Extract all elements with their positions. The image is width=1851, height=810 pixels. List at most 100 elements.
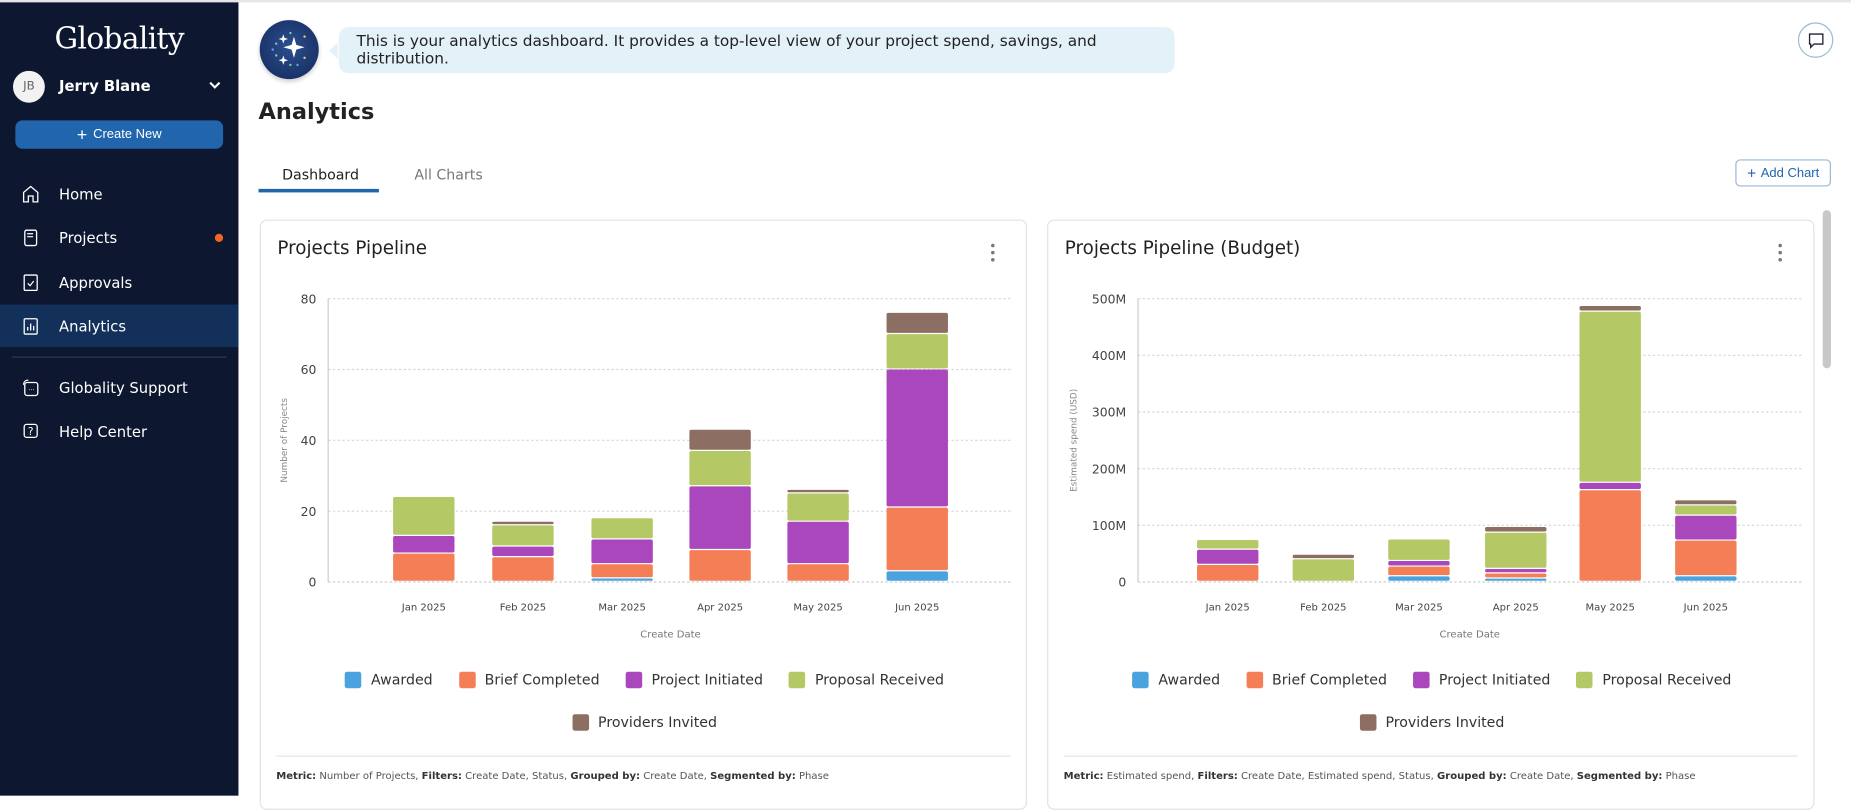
stacked-bar-chart: 0 100M 200M 300M 400M 500M Jan 2025 Feb 2025 Mar… bbox=[1070, 291, 1802, 640]
legend-item[interactable]: Project Initiated bbox=[625, 671, 763, 689]
avatar[interactable]: JB bbox=[12, 70, 45, 103]
y-tick-label: 200M bbox=[1092, 461, 1126, 476]
legend-item[interactable]: Awarded bbox=[1132, 671, 1221, 689]
bar-segment-project-initiated bbox=[1579, 482, 1641, 490]
bar-segment-providers-invited bbox=[1579, 306, 1641, 311]
legend-item[interactable]: Providers Invited bbox=[1359, 714, 1504, 731]
y-tick-label: 400M bbox=[1092, 348, 1126, 363]
chat-icon bbox=[1808, 32, 1823, 49]
footer-value: Estimated spend, bbox=[1103, 770, 1198, 783]
legend-label: Providers Invited bbox=[1385, 714, 1505, 731]
x-tick-label: Jan 2025 bbox=[1205, 602, 1250, 613]
legend: Awarded Brief Completed Project Initiated P… bbox=[1048, 671, 1815, 689]
bar-segment-providers-invited bbox=[492, 521, 554, 525]
legend-swatch bbox=[788, 671, 806, 689]
bar-segment-providers-invited bbox=[689, 429, 751, 450]
legend-label: Awarded bbox=[1158, 671, 1221, 689]
y-tick-label: 40 bbox=[301, 433, 317, 448]
x-tick-label: Jan 2025 bbox=[401, 602, 446, 613]
legend-item[interactable]: Awarded bbox=[345, 671, 433, 689]
bar-segment-awarded bbox=[1485, 578, 1547, 581]
more-options-icon[interactable] bbox=[1773, 242, 1787, 263]
bar-segment-brief-completed bbox=[1388, 566, 1450, 576]
legend-item[interactable]: Providers Invited bbox=[572, 714, 717, 731]
bar-segment-awarded bbox=[1388, 576, 1450, 581]
bar-segment-brief-completed bbox=[689, 550, 751, 581]
approvals-icon bbox=[23, 274, 38, 292]
bar-segment-awarded bbox=[1675, 576, 1737, 581]
chart-footer: Metric: Number of Projects, Filters: Cre… bbox=[276, 771, 829, 783]
bar-segment-proposal-received bbox=[1675, 505, 1737, 515]
chevron-down-icon[interactable] bbox=[208, 78, 222, 92]
sidebar-item-projects[interactable]: Projects bbox=[0, 216, 238, 258]
legend-label: Proposal Received bbox=[814, 671, 945, 689]
svg-text:?: ? bbox=[28, 425, 34, 438]
footer-key: Filters: bbox=[1197, 770, 1238, 783]
legend-item[interactable]: Proposal Received bbox=[788, 671, 945, 689]
bar-segment-providers-invited bbox=[1675, 500, 1737, 505]
legend-label: Project Initiated bbox=[1438, 671, 1551, 689]
sidebar-item-label: Approvals bbox=[59, 273, 133, 291]
bar-segment-project-initiated bbox=[787, 521, 849, 564]
legend-swatch bbox=[1576, 671, 1593, 689]
footer-value: Create Date, Status, bbox=[461, 770, 571, 783]
active-tab-indicator bbox=[258, 188, 379, 193]
y-tick-label: 0 bbox=[1118, 575, 1126, 590]
bar-segment-brief-completed bbox=[1197, 564, 1259, 581]
sidebar-item-label: Projects bbox=[59, 228, 118, 247]
legend-item[interactable]: Brief Completed bbox=[458, 671, 600, 689]
user-name[interactable]: Jerry Blane bbox=[59, 76, 151, 95]
bar-segment-proposal-received bbox=[1388, 539, 1450, 560]
bar-segment-project-initiated bbox=[393, 535, 455, 553]
notification-badge bbox=[214, 233, 224, 242]
tab-dashboard[interactable]: Dashboard bbox=[282, 166, 360, 183]
stacked-bar-chart: 0 20 40 60 80 Jan 2025 Feb 2025 Mar 2025 Apr 202… bbox=[280, 291, 1013, 640]
footer-key: Metric: bbox=[276, 770, 317, 783]
y-tick-label: 300M bbox=[1092, 405, 1126, 420]
analytics-icon bbox=[23, 318, 38, 335]
assistant-message-text: This is your analytics dashboard. It pro… bbox=[356, 32, 1097, 68]
bar-segment-providers-invited bbox=[1485, 527, 1547, 532]
bar-segment-proposal-received bbox=[886, 334, 948, 369]
bar-segment-project-initiated bbox=[689, 486, 751, 549]
sidebar-item-help-center[interactable]: ? Help Center bbox=[0, 410, 238, 452]
sidebar-item-home[interactable]: Home bbox=[0, 172, 238, 214]
legend-item[interactable]: Project Initiated bbox=[1412, 671, 1551, 689]
projects-icon bbox=[24, 229, 38, 247]
chat-button[interactable] bbox=[1797, 22, 1834, 58]
help-icon: ? bbox=[23, 423, 38, 439]
add-chart-button[interactable]: + Add Chart bbox=[1735, 159, 1831, 187]
x-tick-label: May 2025 bbox=[1586, 602, 1635, 613]
legend-item[interactable]: Brief Completed bbox=[1246, 671, 1387, 689]
footer-key: Grouped by: bbox=[570, 770, 641, 783]
sidebar-item-label: Analytics bbox=[59, 316, 127, 335]
chart-title: Projects Pipeline (Budget) bbox=[1064, 237, 1301, 259]
sidebar-item-globality-support[interactable]: Globality Support bbox=[0, 366, 238, 408]
create-new-button[interactable]: + Create New bbox=[15, 120, 224, 149]
legend-swatch bbox=[345, 671, 362, 689]
legend-swatch bbox=[572, 714, 589, 731]
sidebar: Globality JB Jerry Blane + Create New Hom… bbox=[0, 2, 239, 796]
legend-label: Proposal Received bbox=[1602, 671, 1732, 689]
bar-segment-awarded bbox=[886, 571, 948, 581]
legend-swatch bbox=[625, 671, 643, 689]
more-options-icon[interactable] bbox=[986, 242, 1000, 263]
sidebar-item-approvals[interactable]: Approvals bbox=[0, 261, 238, 303]
y-axis-label: Estimated spend (USD) bbox=[1070, 389, 1080, 492]
x-tick-label: May 2025 bbox=[793, 602, 842, 613]
bar-segment-brief-completed bbox=[1485, 573, 1547, 578]
sidebar-item-label: Globality Support bbox=[59, 378, 188, 397]
sidebar-item-analytics[interactable]: Analytics bbox=[0, 304, 239, 348]
bar-segment-brief-completed bbox=[393, 553, 455, 581]
x-tick-label: Feb 2025 bbox=[500, 602, 546, 613]
scrollbar-thumb[interactable] bbox=[1822, 210, 1831, 369]
tab-all-charts[interactable]: All Charts bbox=[414, 166, 483, 183]
bar-segment-project-initiated bbox=[1388, 561, 1450, 566]
footer-key: Metric: bbox=[1063, 770, 1104, 783]
legend-item[interactable]: Proposal Received bbox=[1576, 671, 1732, 689]
legend-label: Awarded bbox=[371, 671, 433, 689]
bar-segment-project-initiated bbox=[886, 369, 948, 507]
sidebar-divider bbox=[11, 356, 227, 358]
x-tick-label: Apr 2025 bbox=[697, 602, 743, 613]
